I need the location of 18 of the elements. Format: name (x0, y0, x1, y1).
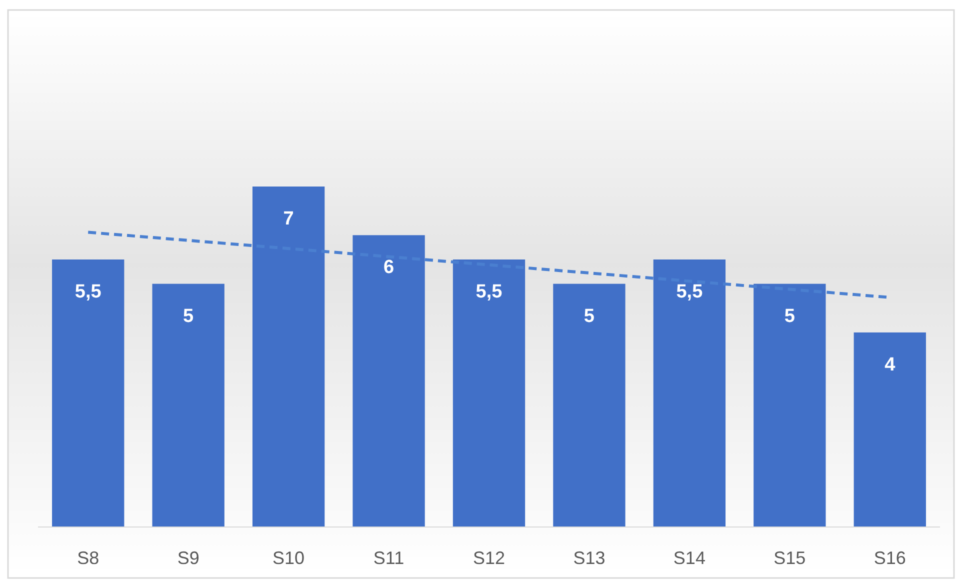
x-tick-label: S15 (774, 548, 806, 568)
data-label: 5,5 (74, 281, 102, 302)
x-tick-label: S14 (673, 548, 706, 568)
x-tick-label: S9 (177, 548, 200, 568)
data-label: 5,5 (476, 281, 503, 302)
data-label: 5,5 (676, 281, 704, 302)
data-label: 5 (784, 306, 796, 327)
data-label: 5 (183, 306, 194, 327)
x-tick-label: S16 (874, 548, 906, 568)
x-tick-label: S12 (472, 548, 506, 568)
data-label: 5 (584, 306, 595, 327)
x-tick-label: S13 (573, 548, 606, 568)
x-tick-label: S11 (373, 548, 404, 568)
data-label: 6 (383, 257, 394, 278)
x-tick-label: S8 (77, 548, 100, 568)
x-tick-label: S10 (272, 548, 305, 568)
data-label: 4 (884, 354, 896, 376)
data-label: 7 (283, 208, 294, 230)
